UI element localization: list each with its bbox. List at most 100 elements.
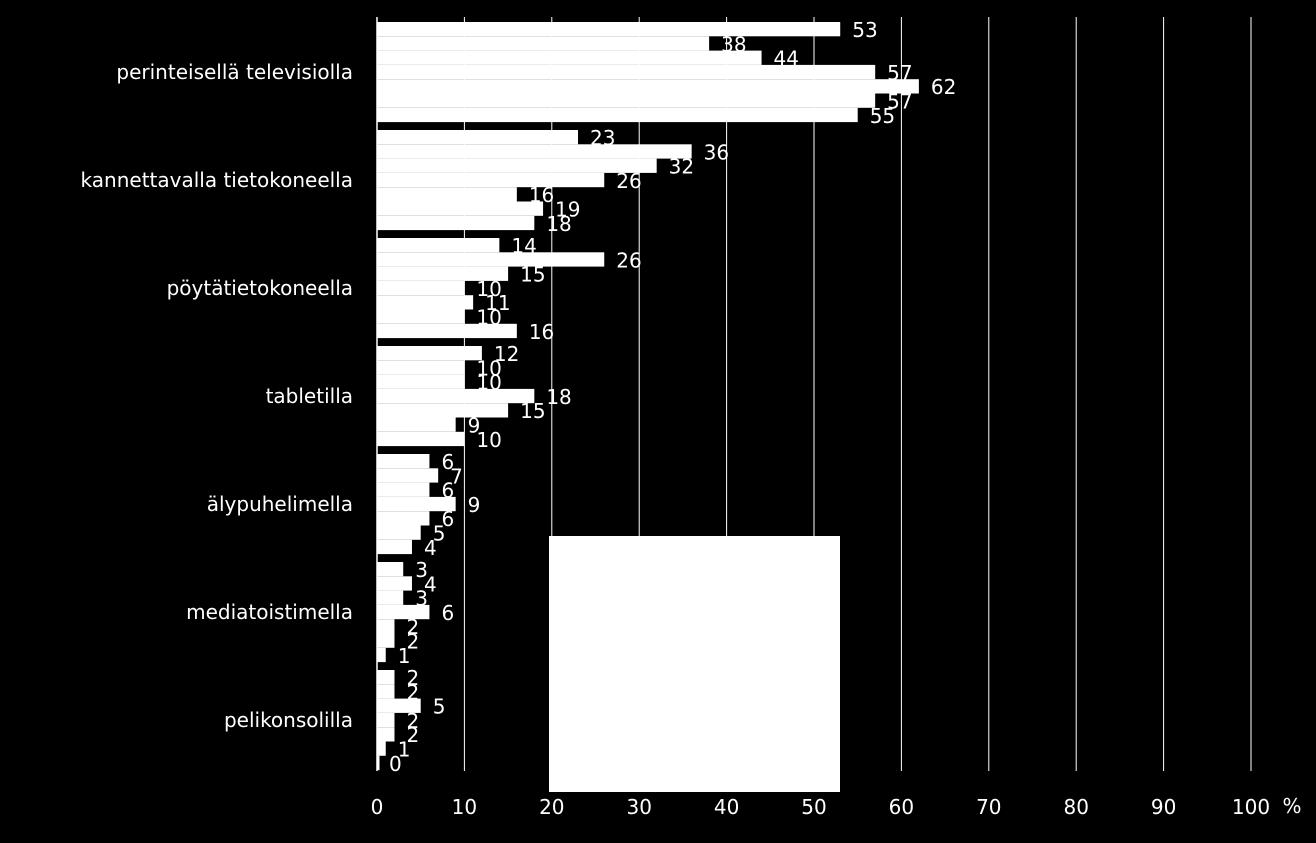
data-label: 6 xyxy=(441,450,454,474)
bar xyxy=(377,417,456,432)
data-label: 1 xyxy=(398,644,411,668)
bar xyxy=(377,684,395,699)
bar xyxy=(377,252,605,267)
data-label: 6 xyxy=(441,507,454,531)
data-label: 18 xyxy=(546,212,571,236)
category-labels: perinteisellä televisiolla kannettavalla … xyxy=(81,60,353,732)
category-label: perinteisellä televisiolla xyxy=(116,60,353,84)
x-tick-label: 80 xyxy=(1063,795,1088,819)
data-label: 57 xyxy=(887,90,912,114)
data-label: 36 xyxy=(704,140,729,164)
data-label: 7 xyxy=(450,464,463,488)
data-label: 2 xyxy=(406,680,419,704)
x-axis-ticks: 0 10 20 30 40 50 60 70 80 90 100% xyxy=(371,794,1302,819)
bar xyxy=(377,79,919,94)
data-label: 10 xyxy=(476,356,501,380)
bar xyxy=(377,266,509,281)
data-label: 18 xyxy=(546,385,571,409)
x-tick-label: 0 xyxy=(371,795,384,819)
bars-group xyxy=(377,22,919,771)
bar xyxy=(377,172,605,188)
data-label: 38 xyxy=(721,32,746,56)
bar xyxy=(377,633,395,648)
data-label: 16 xyxy=(529,183,554,207)
x-tick-label: 20 xyxy=(539,795,564,819)
bar xyxy=(377,496,456,512)
bar xyxy=(377,374,465,389)
bar xyxy=(377,215,535,231)
bar xyxy=(377,309,465,324)
bar xyxy=(377,755,380,771)
bar xyxy=(377,727,395,742)
bar xyxy=(377,741,386,756)
x-tick-label: 90 xyxy=(1151,795,1176,819)
data-label: 32 xyxy=(669,155,694,179)
bar xyxy=(377,604,430,620)
bar xyxy=(377,590,404,605)
data-label: 4 xyxy=(424,536,437,560)
bar xyxy=(377,468,439,483)
data-label: 5 xyxy=(433,695,446,719)
bar xyxy=(377,295,474,310)
x-tick-label: 40 xyxy=(714,795,739,819)
x-tick-label: 50 xyxy=(801,795,826,819)
data-label: 10 xyxy=(476,306,501,330)
bar xyxy=(377,144,692,159)
bar xyxy=(377,576,412,591)
category-label: pelikonsolilla xyxy=(224,708,353,732)
bar xyxy=(377,525,421,540)
category-label: älypuhelimella xyxy=(207,492,353,516)
data-label: 23 xyxy=(590,126,615,150)
bar xyxy=(377,712,395,728)
bar xyxy=(377,454,430,469)
x-tick-label: 60 xyxy=(889,795,914,819)
category-label: pöytätietokoneella xyxy=(167,276,353,300)
data-label: 26 xyxy=(616,248,641,272)
bar xyxy=(377,280,465,296)
x-tick-label: 10 xyxy=(452,795,477,819)
x-tick-label: 100 xyxy=(1232,795,1270,819)
data-label: 16 xyxy=(529,320,554,344)
x-tick-label: 30 xyxy=(626,795,651,819)
x-axis-unit: % xyxy=(1282,794,1301,818)
bar xyxy=(377,360,465,375)
bar xyxy=(377,482,430,497)
value-labels: 5338445762575523363226161918142615101110… xyxy=(389,18,956,776)
bar xyxy=(377,187,517,202)
bar xyxy=(377,22,841,37)
data-label: 62 xyxy=(931,75,956,99)
category-label: mediatoistimella xyxy=(186,600,353,624)
data-label: 5 xyxy=(433,522,446,546)
bar xyxy=(377,539,412,555)
data-label: 15 xyxy=(520,263,545,287)
data-label: 4 xyxy=(424,572,437,596)
data-label: 1 xyxy=(398,738,411,762)
legend-box xyxy=(549,536,840,792)
bar xyxy=(377,201,544,216)
category-label: tabletilla xyxy=(266,384,353,408)
bar xyxy=(377,107,858,123)
category-label: kannettavalla tietokoneella xyxy=(81,168,353,192)
data-label: 6 xyxy=(441,601,454,625)
data-label: 0 xyxy=(389,752,402,776)
bar xyxy=(377,323,517,339)
bar xyxy=(377,50,762,65)
bar xyxy=(377,36,710,51)
bar xyxy=(377,403,509,418)
data-label: 3 xyxy=(415,587,428,611)
data-label: 53 xyxy=(852,18,877,42)
x-tick-label: 70 xyxy=(976,795,1001,819)
data-label: 12 xyxy=(494,342,519,366)
data-label: 3 xyxy=(415,558,428,582)
bar xyxy=(377,647,386,663)
data-label: 11 xyxy=(485,291,510,315)
bar xyxy=(377,511,430,526)
data-label: 10 xyxy=(476,277,501,301)
data-label: 10 xyxy=(476,371,501,395)
bar xyxy=(377,158,657,173)
bar xyxy=(377,93,876,108)
bar xyxy=(377,619,395,634)
bar xyxy=(377,431,465,447)
data-label: 19 xyxy=(555,198,580,222)
